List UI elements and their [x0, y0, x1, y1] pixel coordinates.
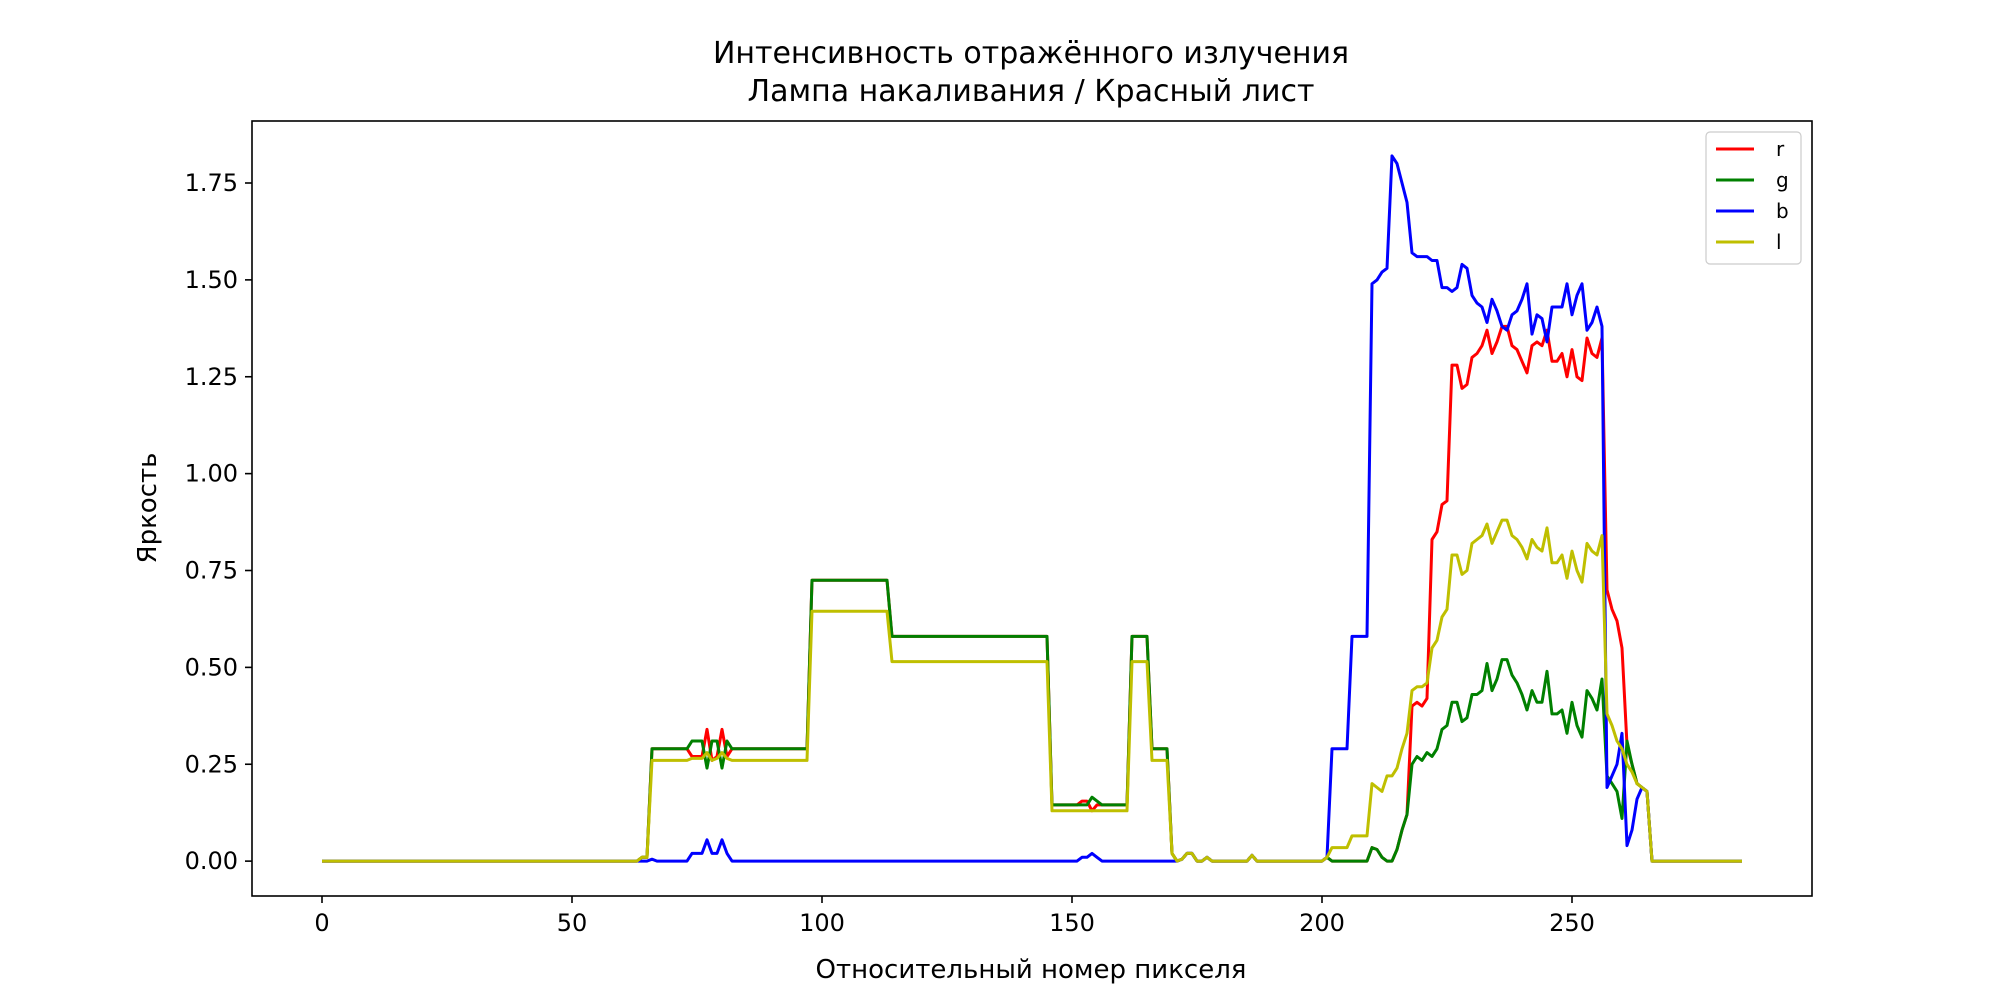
x-tick-label: 0	[314, 909, 329, 937]
y-tick-label: 0.75	[185, 557, 238, 585]
y-tick-label: 1.75	[185, 169, 238, 197]
series-line-g	[322, 578, 1742, 863]
legend-label-g: g	[1776, 168, 1789, 192]
chart-subtitle: Лампа накаливания / Красный лист	[748, 74, 1315, 109]
legend-label-b: b	[1776, 199, 1789, 223]
y-tick-label: 0.00	[185, 847, 238, 875]
y-tick-label: 1.25	[185, 363, 238, 391]
x-tick-label: 200	[1299, 909, 1345, 937]
x-tick-label: 50	[557, 909, 588, 937]
plot-area-frame	[251, 120, 1813, 897]
y-tick-label: 1.00	[185, 460, 238, 488]
legend: r g b l	[1705, 131, 1802, 265]
series-layer	[322, 154, 1742, 863]
y-tick-label: 1.50	[185, 266, 238, 294]
legend-box	[1705, 131, 1802, 265]
y-tick-label: 0.25	[185, 750, 238, 778]
y-tick-label: 0.50	[185, 653, 238, 681]
x-tick-label: 250	[1549, 909, 1595, 937]
chart-title: Интенсивность отражённого излучения	[713, 36, 1349, 71]
x-tick-label: 100	[799, 909, 845, 937]
y-axis-label: Яркость	[133, 453, 163, 564]
legend-label-l: l	[1776, 230, 1782, 254]
x-tick-label: 150	[1049, 909, 1095, 937]
x-axis-label: Относительный номер пикселя	[816, 955, 1247, 985]
series-line-r	[322, 324, 1742, 863]
series-line-b	[322, 154, 1742, 863]
series-line-l	[322, 518, 1742, 863]
legend-label-r: r	[1776, 137, 1785, 161]
ticks-layer: 0 50 100 150 200 250 0.00 0.25 0.50 0.75 1.00 1.25 1…	[185, 169, 1595, 937]
